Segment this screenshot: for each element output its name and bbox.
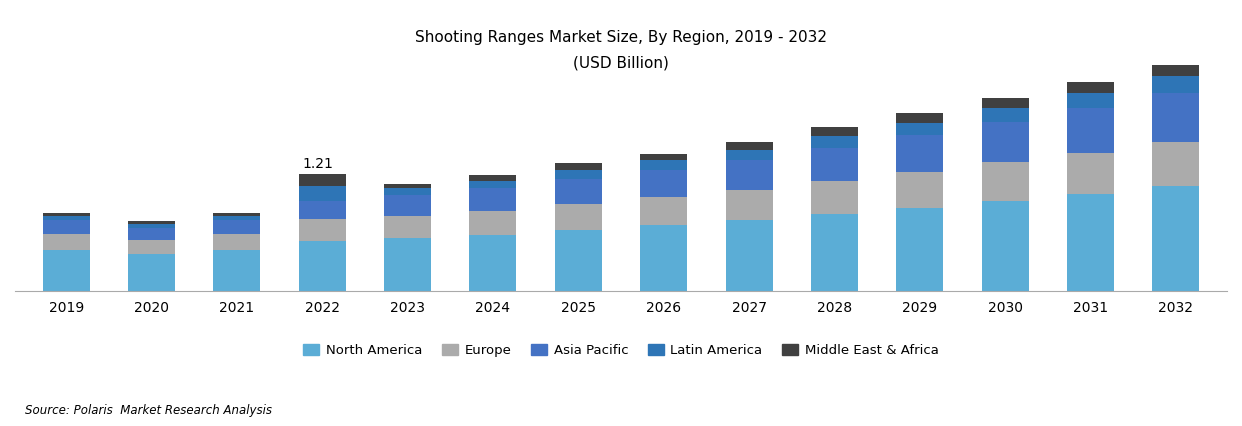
Bar bbox=[299, 241, 345, 291]
Bar bbox=[640, 225, 687, 291]
Bar bbox=[42, 213, 89, 216]
Bar bbox=[1153, 142, 1200, 187]
Bar bbox=[555, 170, 602, 179]
Bar bbox=[42, 234, 89, 250]
Bar bbox=[1067, 92, 1114, 108]
Bar bbox=[299, 219, 345, 241]
Bar bbox=[1067, 82, 1114, 92]
Bar bbox=[469, 235, 517, 291]
Bar bbox=[299, 174, 345, 187]
Bar bbox=[981, 108, 1028, 122]
Bar bbox=[897, 208, 943, 291]
Text: Shooting Ranges Market Size, By Region, 2019 - 2032: Shooting Ranges Market Size, By Region, … bbox=[415, 30, 827, 45]
Bar bbox=[725, 160, 773, 190]
Bar bbox=[981, 162, 1028, 201]
Bar bbox=[640, 160, 687, 170]
Bar bbox=[42, 216, 89, 220]
Bar bbox=[42, 220, 89, 234]
Bar bbox=[128, 254, 175, 291]
Bar bbox=[214, 216, 261, 220]
Bar bbox=[555, 179, 602, 204]
Bar bbox=[811, 181, 858, 213]
Bar bbox=[1153, 187, 1200, 291]
Bar bbox=[811, 213, 858, 291]
Legend: North America, Europe, Asia Pacific, Latin America, Middle East & Africa: North America, Europe, Asia Pacific, Lat… bbox=[298, 339, 944, 362]
Bar bbox=[981, 201, 1028, 291]
Text: (USD Billion): (USD Billion) bbox=[573, 55, 669, 70]
Text: 1.21: 1.21 bbox=[303, 158, 333, 172]
Bar bbox=[384, 238, 431, 291]
Bar bbox=[725, 190, 773, 220]
Bar bbox=[640, 154, 687, 160]
Bar bbox=[811, 136, 858, 148]
Bar bbox=[725, 142, 773, 150]
Bar bbox=[725, 220, 773, 291]
Bar bbox=[214, 250, 261, 291]
Bar bbox=[725, 150, 773, 160]
Bar bbox=[384, 195, 431, 216]
Bar bbox=[42, 250, 89, 291]
Bar bbox=[811, 148, 858, 181]
Bar bbox=[384, 216, 431, 238]
Bar bbox=[384, 184, 431, 188]
Text: Source: Polaris  Market Research Analysis: Source: Polaris Market Research Analysis bbox=[25, 404, 272, 417]
Bar bbox=[469, 211, 517, 235]
Bar bbox=[128, 224, 175, 228]
Bar bbox=[469, 175, 517, 181]
Bar bbox=[981, 98, 1028, 108]
Bar bbox=[1153, 76, 1200, 92]
Bar bbox=[897, 172, 943, 208]
Bar bbox=[897, 135, 943, 172]
Bar bbox=[1067, 194, 1114, 291]
Bar bbox=[1067, 153, 1114, 194]
Bar bbox=[299, 201, 345, 219]
Bar bbox=[1153, 65, 1200, 76]
Bar bbox=[1153, 92, 1200, 142]
Bar bbox=[981, 122, 1028, 162]
Bar bbox=[214, 213, 261, 216]
Bar bbox=[640, 197, 687, 225]
Bar bbox=[128, 228, 175, 240]
Bar bbox=[555, 163, 602, 170]
Bar bbox=[384, 188, 431, 195]
Bar bbox=[555, 204, 602, 230]
Bar bbox=[469, 181, 517, 188]
Bar bbox=[897, 113, 943, 123]
Bar bbox=[469, 188, 517, 211]
Bar bbox=[640, 170, 687, 197]
Bar bbox=[299, 187, 345, 201]
Bar bbox=[1067, 108, 1114, 153]
Bar bbox=[897, 123, 943, 135]
Bar bbox=[128, 222, 175, 224]
Bar bbox=[555, 230, 602, 291]
Bar bbox=[128, 240, 175, 254]
Bar bbox=[214, 234, 261, 250]
Bar bbox=[811, 127, 858, 136]
Bar bbox=[214, 220, 261, 234]
